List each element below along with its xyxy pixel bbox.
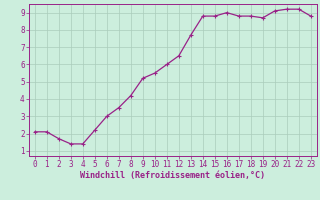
X-axis label: Windchill (Refroidissement éolien,°C): Windchill (Refroidissement éolien,°C) (80, 171, 265, 180)
